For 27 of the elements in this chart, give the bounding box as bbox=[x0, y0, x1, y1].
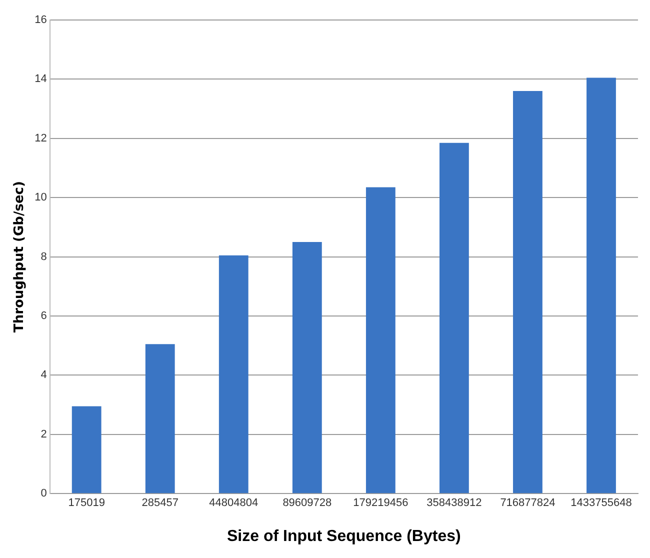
y-tick-label: 6 bbox=[40, 310, 47, 322]
y-tick-label: 12 bbox=[34, 132, 47, 144]
x-axis-title: Size of Input Sequence (Bytes) bbox=[227, 528, 461, 545]
y-tick-label: 14 bbox=[34, 73, 47, 86]
bar bbox=[292, 242, 322, 494]
bar bbox=[72, 406, 102, 494]
x-tick-label: 1433755648 bbox=[570, 497, 632, 510]
y-tick-label: 4 bbox=[40, 369, 47, 382]
x-tick-label: 89609728 bbox=[282, 497, 332, 510]
y-axis-title: Throughput (Gb/sec) bbox=[12, 181, 28, 333]
y-tick-label: 10 bbox=[34, 192, 47, 204]
x-tick-label: 179219456 bbox=[353, 497, 408, 510]
bar bbox=[513, 91, 542, 494]
x-tick-label: 44804804 bbox=[209, 497, 258, 510]
y-tick-label: 8 bbox=[40, 250, 47, 263]
x-tick-label: 358438912 bbox=[426, 497, 482, 510]
y-tick-label: 2 bbox=[40, 428, 47, 440]
x-tick-label: 175019 bbox=[68, 497, 105, 510]
y-tick-label: 0 bbox=[40, 488, 47, 500]
bar bbox=[439, 142, 469, 494]
x-tick-label: 716877824 bbox=[500, 497, 556, 510]
bar bbox=[586, 78, 616, 494]
bar bbox=[218, 255, 248, 494]
bar bbox=[145, 344, 175, 494]
bar bbox=[366, 187, 396, 494]
y-tick-label: 16 bbox=[34, 14, 47, 26]
x-tick-label: 285457 bbox=[142, 497, 178, 510]
